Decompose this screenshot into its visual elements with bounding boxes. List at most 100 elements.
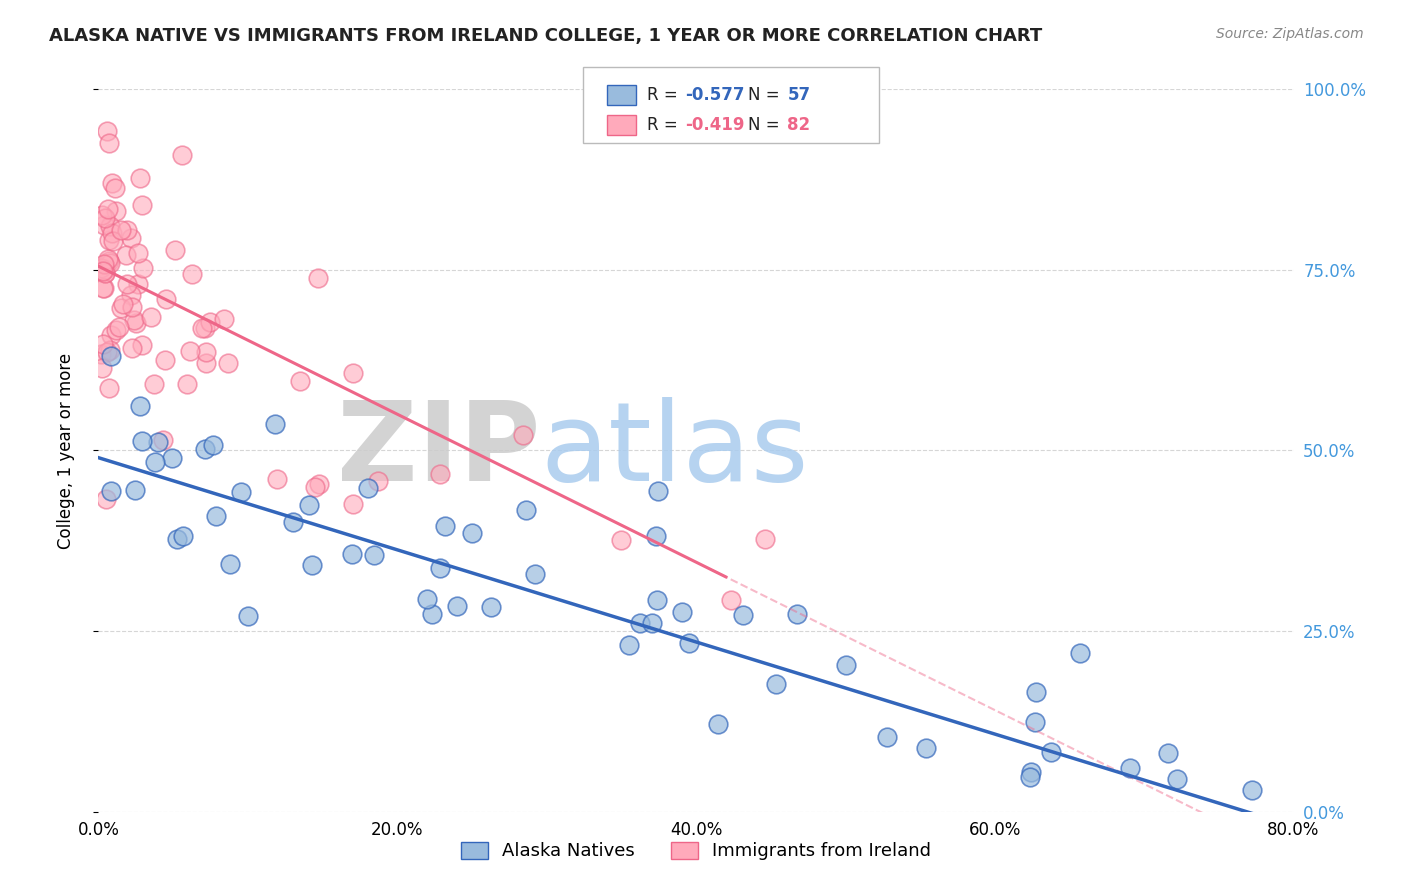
Point <box>1240 783 1263 797</box>
Point <box>101 226 124 240</box>
Point <box>641 615 664 630</box>
Text: -0.419: -0.419 <box>685 116 744 134</box>
Point <box>179 343 201 358</box>
Point <box>101 234 124 248</box>
Point <box>163 243 186 257</box>
Point <box>915 740 938 755</box>
Point <box>180 267 202 281</box>
Point <box>512 428 534 442</box>
Text: N =: N = <box>748 86 785 103</box>
Point <box>110 223 132 237</box>
Text: R =: R = <box>647 86 683 103</box>
Point <box>120 287 142 301</box>
Point <box>105 323 128 337</box>
Point <box>115 247 138 261</box>
Point <box>876 730 898 744</box>
Point <box>202 438 225 452</box>
Point <box>1118 761 1140 775</box>
Point <box>217 356 239 370</box>
Point <box>128 399 150 413</box>
Point <box>461 525 484 540</box>
Point <box>429 467 451 481</box>
Point <box>143 377 166 392</box>
Point <box>219 558 242 572</box>
Point <box>111 296 134 310</box>
Point <box>229 484 252 499</box>
Point <box>94 261 117 276</box>
Point <box>645 528 668 542</box>
Point <box>91 281 114 295</box>
Point <box>1019 770 1042 784</box>
Point <box>283 516 305 530</box>
Point <box>1024 715 1046 730</box>
Point <box>103 181 125 195</box>
Point <box>93 211 115 225</box>
Point <box>97 381 120 395</box>
Point <box>617 638 640 652</box>
Point <box>100 327 122 342</box>
Point <box>160 450 183 465</box>
Point <box>342 497 364 511</box>
Point <box>98 343 121 357</box>
Point <box>93 281 115 295</box>
Text: Source: ZipAtlas.com: Source: ZipAtlas.com <box>1216 27 1364 41</box>
Point <box>628 616 651 631</box>
Point <box>720 593 742 607</box>
Point <box>1025 685 1047 699</box>
Point <box>166 532 188 546</box>
Point <box>422 607 444 621</box>
Point <box>100 349 122 363</box>
Point <box>671 605 693 619</box>
Point <box>731 607 754 622</box>
Point <box>307 271 329 285</box>
Point <box>152 434 174 448</box>
Point <box>1069 646 1091 660</box>
Point <box>172 529 194 543</box>
Text: R =: R = <box>647 116 683 134</box>
Point <box>835 658 858 673</box>
Point <box>115 222 138 236</box>
Point <box>127 245 149 260</box>
Point <box>176 377 198 392</box>
Point <box>170 147 193 161</box>
Point <box>97 202 120 216</box>
Point <box>94 492 117 507</box>
Point <box>609 533 631 548</box>
Text: ALASKA NATIVE VS IMMIGRANTS FROM IRELAND COLLEGE, 1 YEAR OR MORE CORRELATION CHA: ALASKA NATIVE VS IMMIGRANTS FROM IRELAND… <box>49 27 1042 45</box>
Point <box>143 455 166 469</box>
Point <box>191 321 214 335</box>
Point <box>91 264 114 278</box>
Point <box>100 483 122 498</box>
Point <box>446 599 468 614</box>
Point <box>139 310 162 325</box>
Point <box>205 509 228 524</box>
Point <box>121 301 143 315</box>
Text: atlas: atlas <box>541 397 808 504</box>
Point <box>479 599 502 614</box>
Point <box>363 548 385 562</box>
Point <box>97 136 120 151</box>
Point <box>127 277 149 291</box>
Point <box>125 316 148 330</box>
Point <box>120 231 142 245</box>
Point <box>124 483 146 497</box>
Point <box>90 261 112 276</box>
Point <box>91 337 114 351</box>
Point <box>367 475 389 489</box>
Point <box>304 480 326 494</box>
Point <box>236 609 259 624</box>
Point <box>263 417 285 432</box>
Point <box>91 361 114 376</box>
Point <box>678 636 700 650</box>
Point <box>301 558 323 572</box>
Point <box>96 124 118 138</box>
Text: 57: 57 <box>787 86 810 103</box>
Point <box>786 607 808 621</box>
Point <box>416 591 439 606</box>
Point <box>101 176 124 190</box>
Text: N =: N = <box>748 116 785 134</box>
Point <box>194 442 217 457</box>
Point <box>93 257 115 271</box>
Point <box>90 209 112 223</box>
Point <box>765 677 787 691</box>
